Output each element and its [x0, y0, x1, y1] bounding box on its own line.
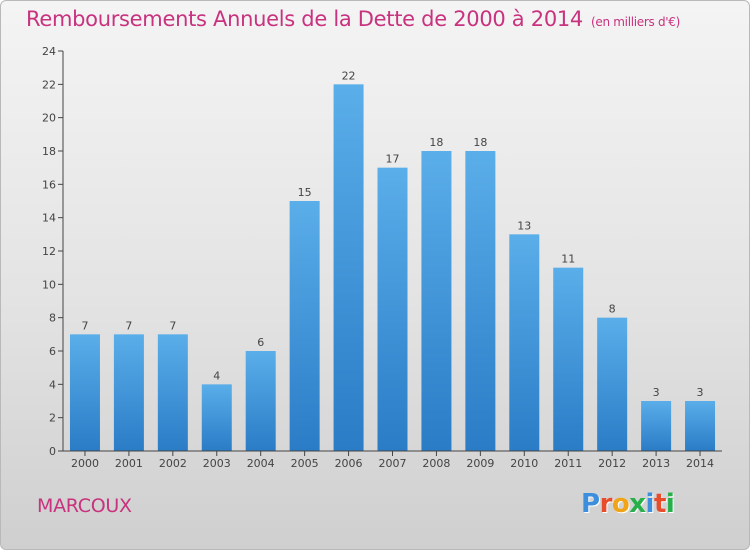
x-tick-label: 2002	[159, 457, 187, 470]
y-tick-label: 10	[42, 278, 56, 291]
x-tick-label: 2003	[203, 457, 231, 470]
chart-title: Remboursements Annuels de la Dette de 20…	[26, 7, 680, 31]
x-tick-label: 2000	[71, 457, 99, 470]
logo-letter: o	[611, 489, 630, 519]
data-label: 22	[342, 69, 356, 82]
bar	[157, 334, 188, 451]
x-tick-label: 2009	[466, 457, 494, 470]
y-tick-label: 4	[49, 378, 56, 391]
bar	[553, 267, 584, 451]
logo-letter: r	[599, 489, 613, 519]
x-tick-label: 2004	[247, 457, 275, 470]
bar	[333, 84, 364, 451]
bar	[289, 201, 320, 451]
bar	[465, 151, 496, 451]
x-tick-label: 2007	[379, 457, 407, 470]
place-name: MARCOUX	[37, 495, 132, 517]
x-tick-label: 2010	[510, 457, 538, 470]
data-label: 18	[429, 136, 443, 149]
y-tick-label: 22	[42, 78, 56, 91]
y-tick-label: 20	[42, 112, 56, 125]
x-axis: 2000 2001 2002 2003 2004 2005 2006 2007 2008 2009…	[63, 450, 722, 470]
bar	[377, 167, 408, 451]
proxiti-logo[interactable]: Proxiti	[581, 489, 675, 519]
y-tick-label: 0	[49, 445, 56, 458]
bar	[685, 401, 716, 451]
bar	[421, 151, 452, 451]
y-tick-label: 24	[42, 45, 56, 58]
bar	[641, 401, 672, 451]
y-tick-label: 16	[42, 178, 56, 191]
data-label: 7	[125, 319, 132, 332]
x-tick-label: 2012	[598, 457, 626, 470]
logo-letter: t	[653, 489, 666, 519]
y-tick-label: 18	[42, 145, 56, 158]
logo-letter: i	[645, 489, 655, 519]
bar	[113, 334, 144, 451]
bar	[245, 351, 276, 451]
y-tick-label: 2	[49, 412, 56, 425]
x-tick-label: 2008	[422, 457, 450, 470]
logo-letter: i	[665, 489, 675, 519]
y-tick-label: 8	[49, 312, 56, 325]
logo-letter: P	[581, 489, 600, 519]
data-label: 8	[609, 303, 616, 316]
bar	[201, 384, 232, 451]
unit-label: (en milliers d'€)	[591, 15, 681, 29]
y-tick-label: 6	[49, 345, 56, 358]
x-tick-label: 2011	[554, 457, 582, 470]
data-label: 17	[386, 153, 400, 166]
data-label: 3	[697, 386, 704, 399]
data-label: 11	[561, 253, 575, 266]
y-tick-label: 12	[42, 245, 56, 258]
data-label: 7	[81, 319, 88, 332]
x-tick-label: 2001	[115, 457, 143, 470]
x-tick-label: 2005	[291, 457, 319, 470]
x-tick-label: 2006	[335, 457, 363, 470]
chart-title-text: Remboursements Annuels de la Dette de 20…	[26, 7, 583, 31]
bar	[509, 234, 540, 451]
data-label: 7	[169, 319, 176, 332]
x-tick-label: 2014	[686, 457, 714, 470]
bars: 7 7 7 4 6 15 22 17 18 18 13 11 8 3 3	[69, 69, 716, 451]
bar	[597, 317, 628, 451]
bar	[69, 334, 100, 451]
data-label: 3	[653, 386, 660, 399]
logo-letter: x	[629, 489, 646, 519]
x-tick-label: 2013	[642, 457, 670, 470]
data-label: 4	[213, 369, 220, 382]
data-label: 13	[517, 219, 531, 232]
data-label: 6	[257, 336, 264, 349]
y-tick-label: 14	[42, 212, 56, 225]
data-label: 15	[298, 186, 312, 199]
data-label: 18	[473, 136, 487, 149]
